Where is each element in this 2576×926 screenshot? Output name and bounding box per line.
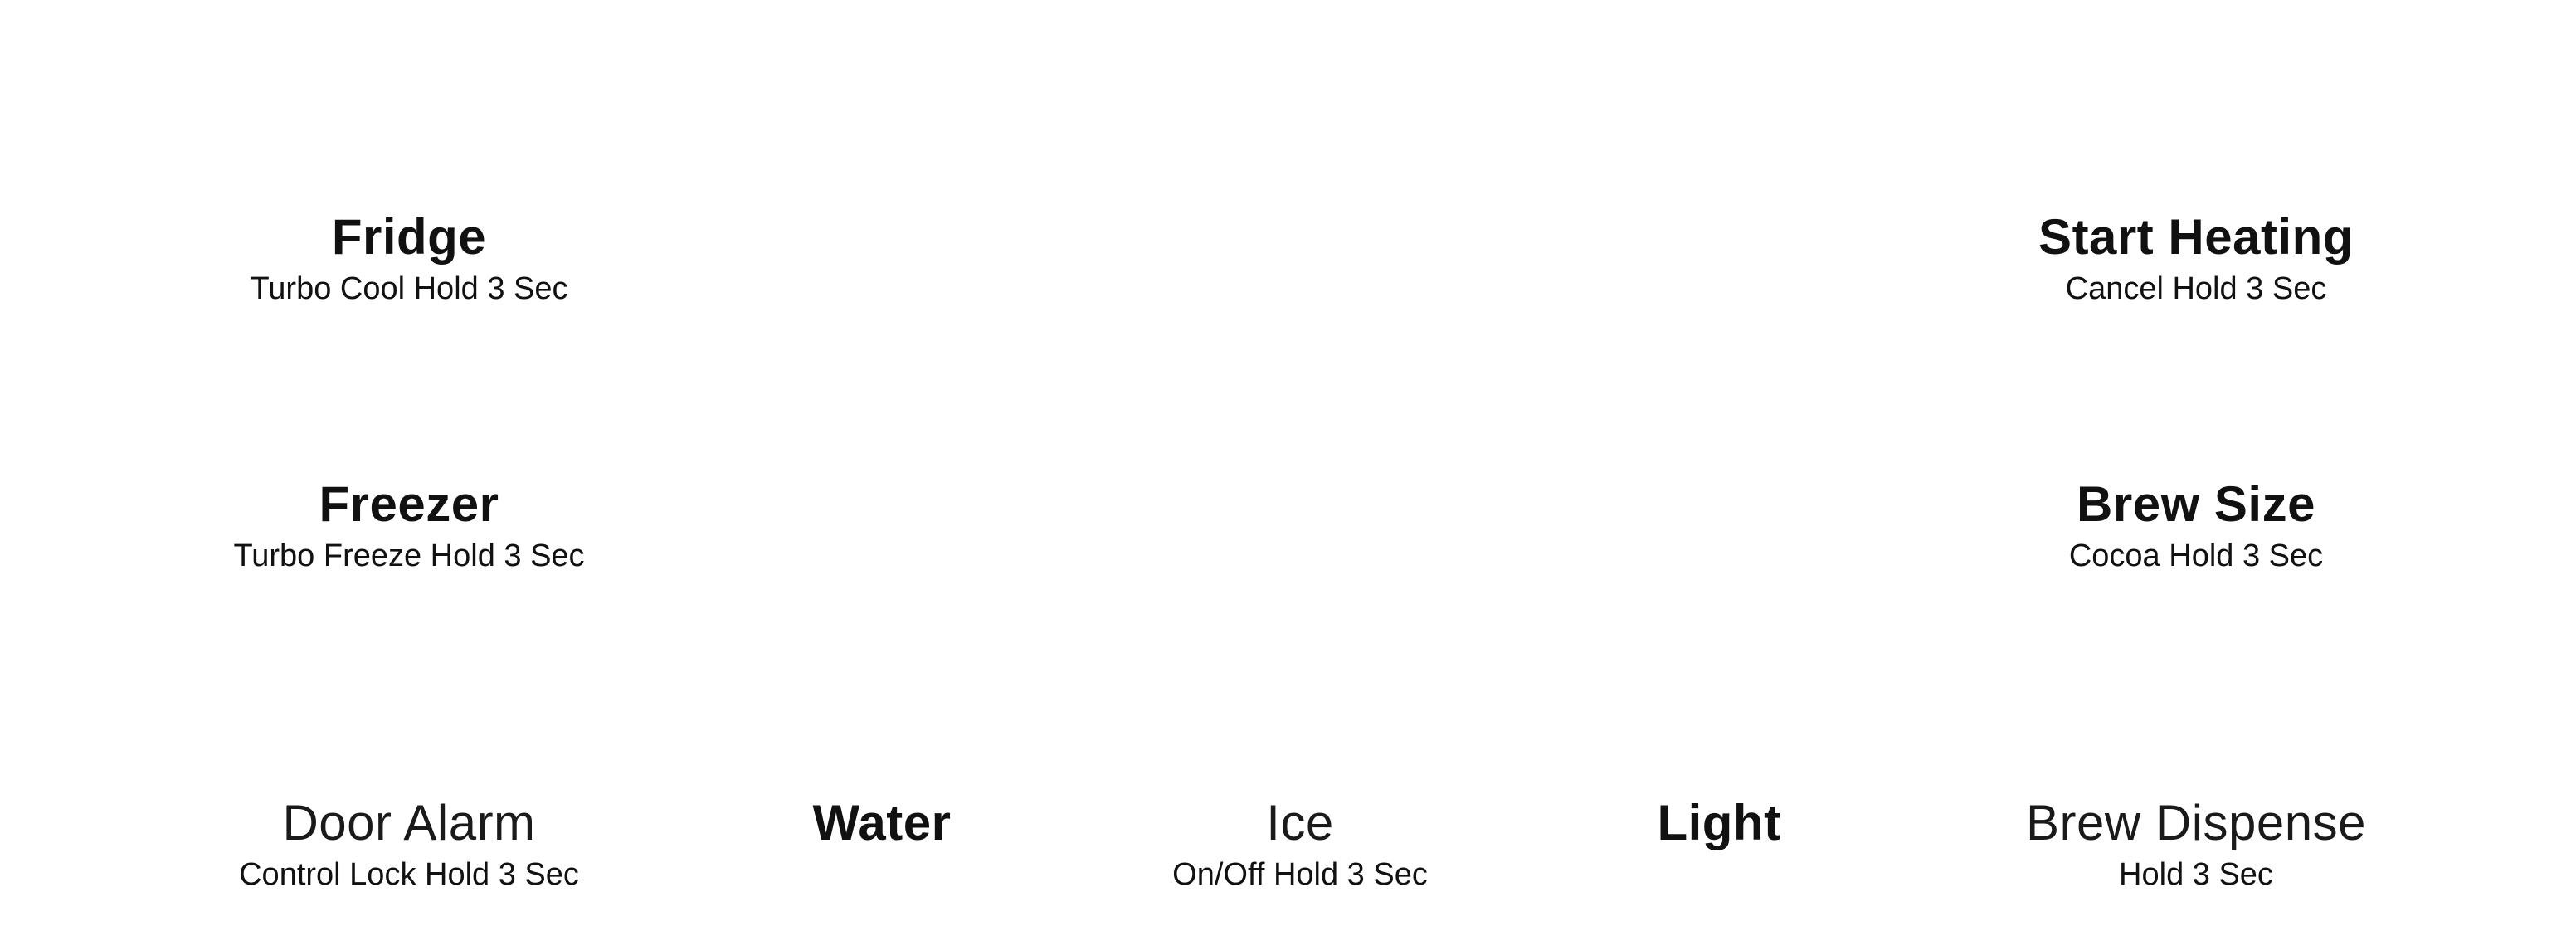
ice-label: Ice: [1266, 795, 1334, 850]
water-label: Water: [812, 795, 952, 850]
fridge-button[interactable]: Fridge Turbo Cool Hold 3 Sec: [250, 209, 567, 307]
brew-size-hold-label: Cocoa Hold 3 Sec: [2068, 539, 2324, 573]
ice-button[interactable]: Ice On/Off Hold 3 Sec: [1172, 795, 1428, 893]
door-alarm-hold-label: Control Lock Hold 3 Sec: [239, 857, 579, 892]
start-heating-hold-label: Cancel Hold 3 Sec: [2065, 271, 2327, 306]
ice-hold-label: On/Off Hold 3 Sec: [1172, 857, 1428, 892]
start-heating-button[interactable]: Start Heating Cancel Hold 3 Sec: [2038, 209, 2354, 307]
light-button[interactable]: Light: [1657, 795, 1780, 851]
freezer-hold-label: Turbo Freeze Hold 3 Sec: [233, 539, 585, 573]
freezer-label: Freezer: [319, 476, 499, 532]
brew-dispense-hold-label: Hold 3 Sec: [2119, 857, 2273, 892]
brew-size-button[interactable]: Brew Size Cocoa Hold 3 Sec: [2069, 476, 2323, 574]
door-alarm-label: Door Alarm: [282, 795, 536, 850]
start-heating-label: Start Heating: [2038, 209, 2354, 265]
fridge-label: Fridge: [331, 209, 487, 265]
water-button[interactable]: Water: [813, 795, 952, 851]
freezer-button[interactable]: Freezer Turbo Freeze Hold 3 Sec: [233, 476, 584, 574]
light-label: Light: [1657, 795, 1781, 850]
brew-dispense-button[interactable]: Brew Dispense Hold 3 Sec: [2026, 795, 2366, 893]
brew-size-label: Brew Size: [2077, 476, 2315, 532]
brew-dispense-label: Brew Dispense: [2025, 795, 2367, 850]
door-alarm-button[interactable]: Door Alarm Control Lock Hold 3 Sec: [239, 795, 579, 893]
fridge-hold-label: Turbo Cool Hold 3 Sec: [250, 271, 568, 306]
